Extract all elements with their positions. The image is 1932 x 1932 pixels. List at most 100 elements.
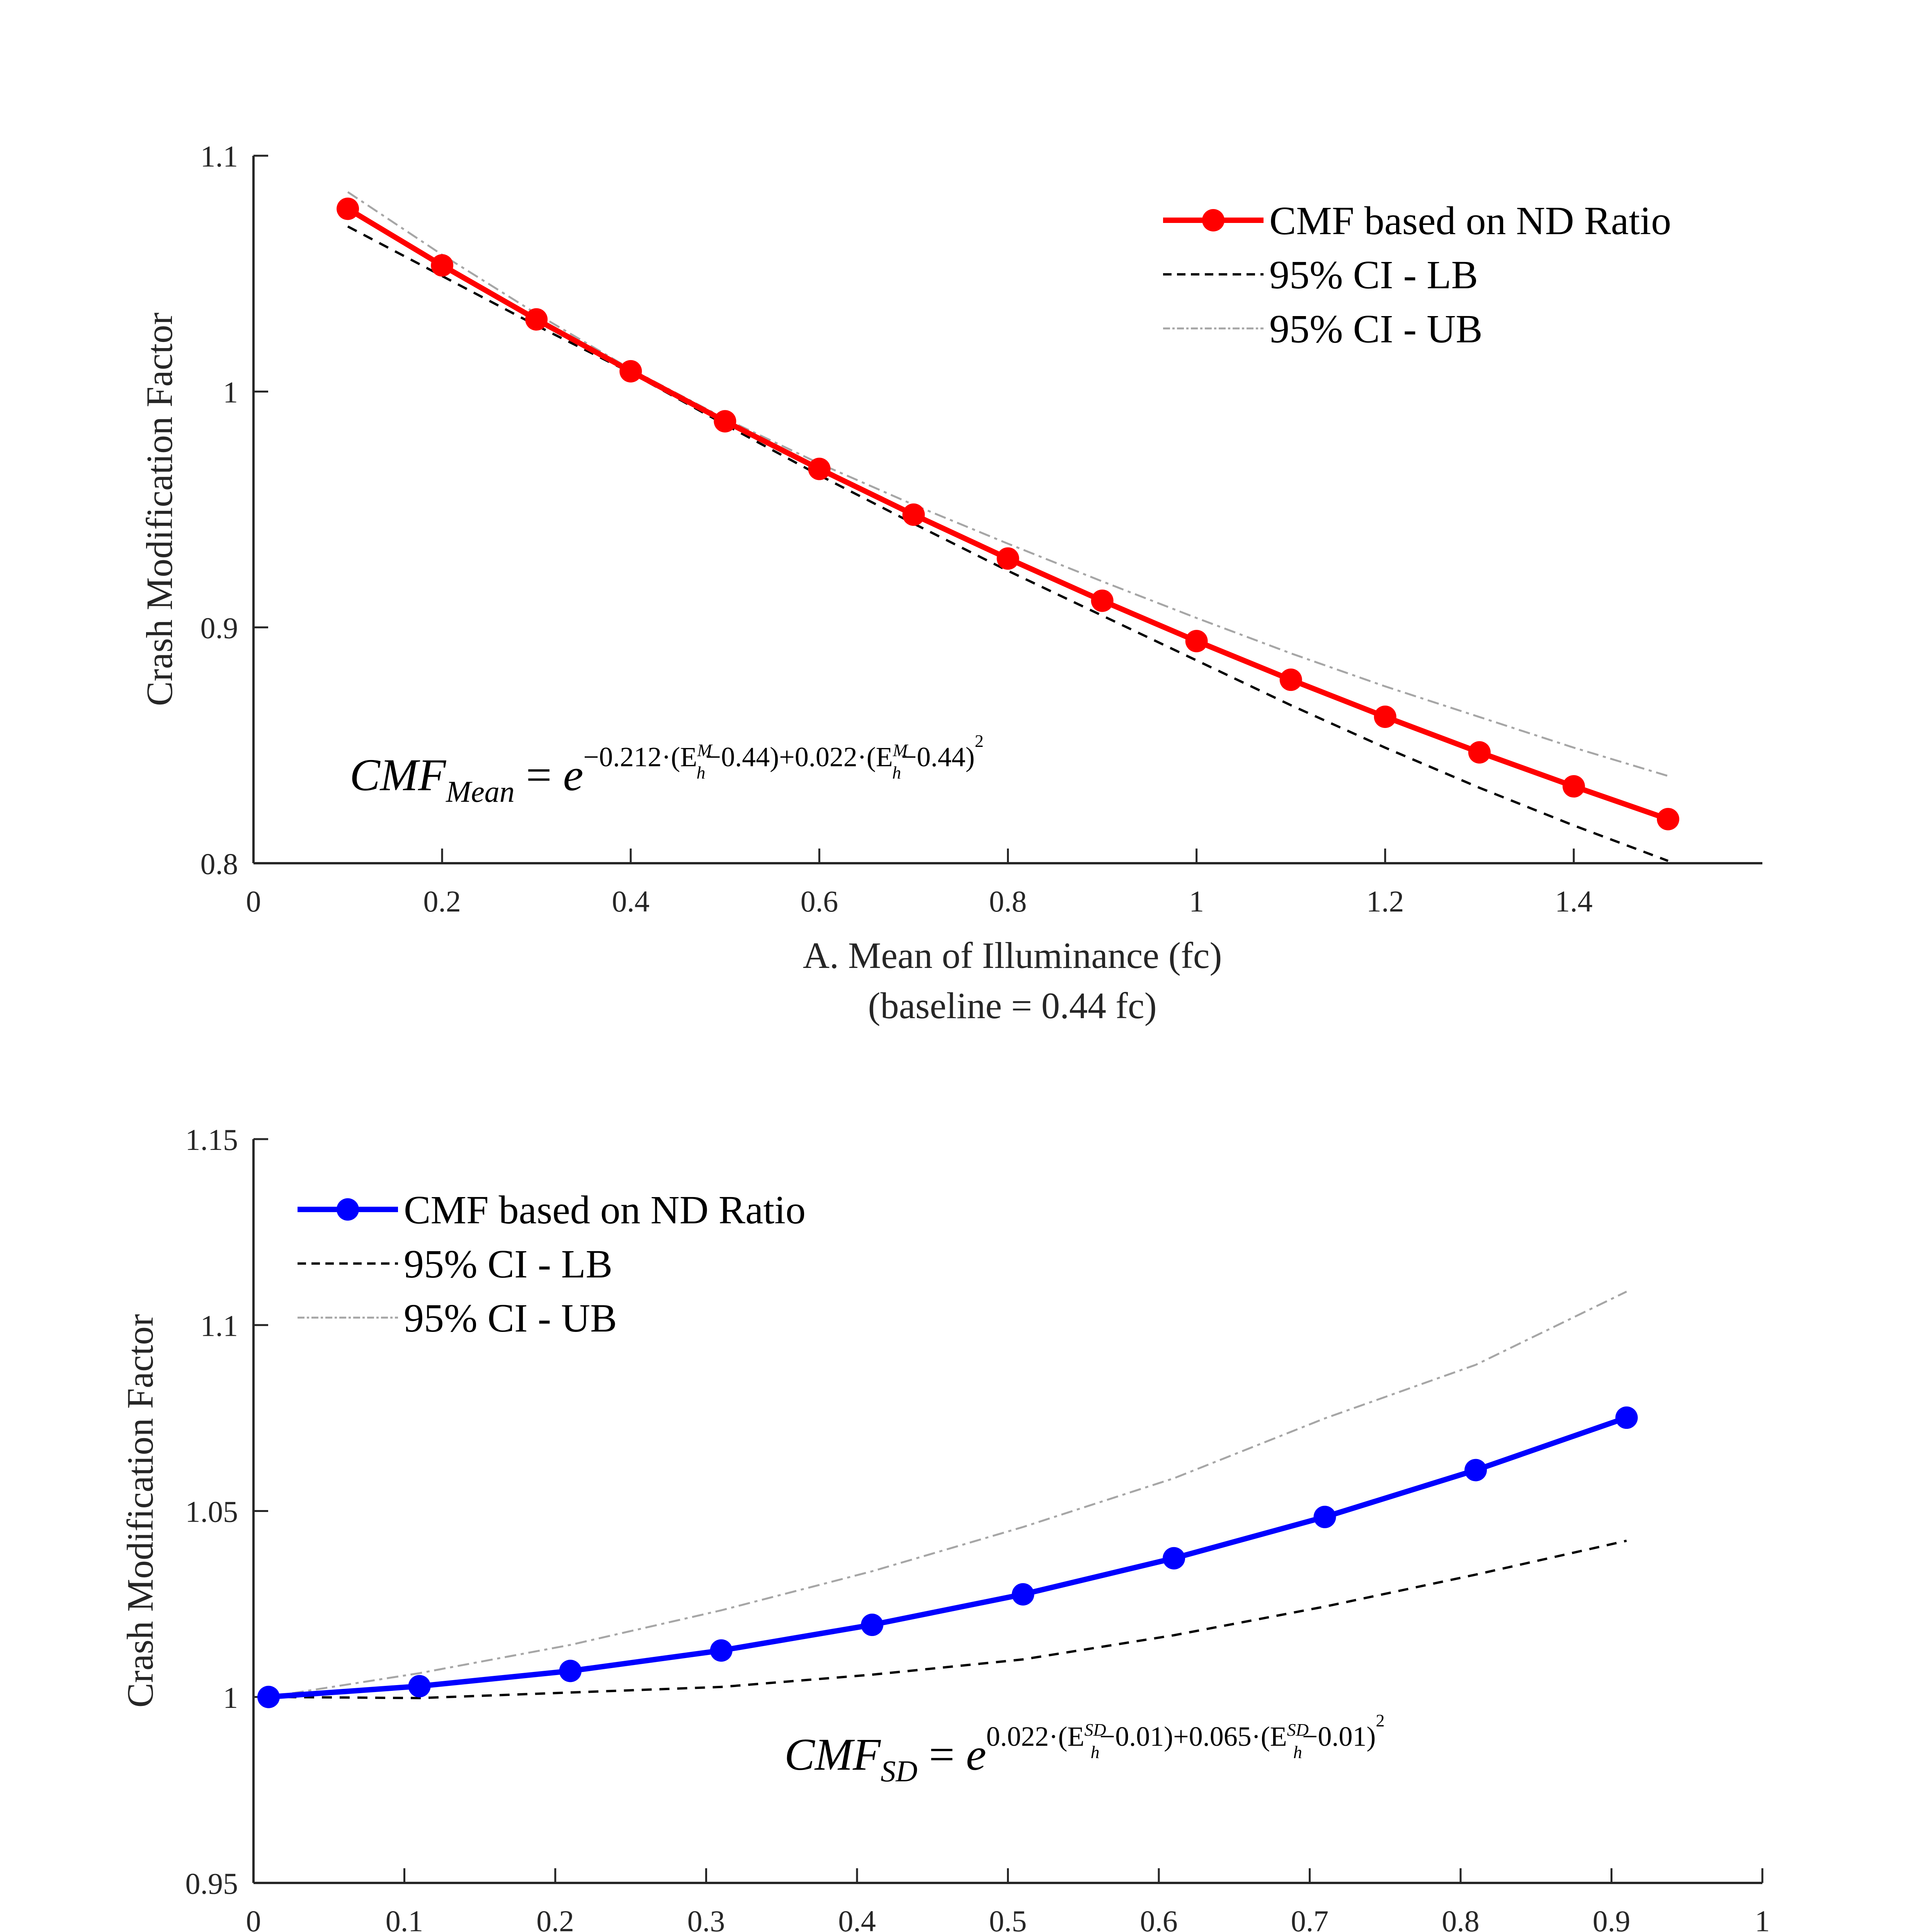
panel-b-cmf-marker bbox=[861, 1614, 884, 1636]
panel-a-x-tick-label: 0 bbox=[246, 884, 261, 918]
panel-b-x-tick-label: 0 bbox=[246, 1904, 261, 1932]
equation-var-superscript-2: SD bbox=[1287, 1720, 1309, 1740]
panel-a-series-cmf bbox=[337, 197, 1679, 830]
panel-a-y-ticks: 0.8 0.9 1 1.1 bbox=[201, 139, 268, 881]
panel-b-cmf-marker bbox=[408, 1675, 431, 1697]
panel-a-cmf-marker bbox=[1091, 589, 1114, 612]
panel-a-legend: CMF based on ND Ratio 95% CI - LB 95% CI -… bbox=[1163, 199, 1671, 351]
panel-a-cmf-marker bbox=[902, 503, 925, 526]
panel-a-legend-label: CMF based on ND Ratio bbox=[1269, 199, 1671, 243]
equation-var-subscript-2: h bbox=[1293, 1742, 1302, 1762]
panel-a-legend-label: 95% CI - UB bbox=[1269, 307, 1483, 351]
panel-a-series bbox=[337, 191, 1679, 862]
panel-b-equation: CMFSD = e0.022·(ESD h−0.01)+0.065·(ESD h−0… bbox=[784, 1711, 1385, 1788]
panel-a-legend-item: CMF based on ND Ratio bbox=[1163, 199, 1671, 243]
panel-b-equation-text: CMFSD = e0.022·(ESD h−0.01)+0.065·(ESD h−0… bbox=[784, 1711, 1385, 1788]
panel-a-cmf-marker bbox=[1656, 808, 1679, 830]
panel-b-x-tick-label: 0.5 bbox=[989, 1904, 1027, 1932]
equation-term1-tail: −0.44)+0.022·(E bbox=[706, 742, 893, 772]
panel-b-legend-item: 95% CI - UB bbox=[298, 1296, 617, 1340]
panel-a-x-tick-label: 0.8 bbox=[989, 884, 1027, 918]
panel-a-cmf-marker bbox=[714, 410, 736, 433]
panel-b-x-tick-label: 0.2 bbox=[536, 1904, 574, 1932]
equation-exponent-coef1: −0.212·(E bbox=[583, 742, 697, 772]
panel-a-cmf-marker bbox=[1562, 775, 1585, 798]
panel-a-x-axis-title: A. Mean of Illuminance (fc) bbox=[803, 935, 1222, 976]
equation-power: 2 bbox=[1376, 1711, 1385, 1730]
panel-b-series-ci-lb bbox=[268, 1539, 1627, 1699]
panel-b-x-ticks: 0 0.1 0.2 0.3 0.4 0.5 0.6 0.7 0.8 0.9 1 bbox=[246, 1868, 1770, 1932]
panel-b-legend-label: 95% CI - LB bbox=[404, 1242, 612, 1286]
equation-power: 2 bbox=[975, 731, 984, 751]
panel-b-x-axis-title: B. Standard Deviation of Illuminance bbox=[734, 1926, 1291, 1932]
equation-base: e bbox=[966, 1729, 986, 1780]
panel-b-legend-marker bbox=[337, 1198, 359, 1221]
equation-var-subscript: h bbox=[1091, 1742, 1100, 1762]
panel-b-legend-label: CMF based on ND Ratio bbox=[404, 1188, 806, 1232]
panel-b-y-tick-label: 1 bbox=[223, 1681, 238, 1714]
panel-b-x-tick-label: 0.8 bbox=[1442, 1904, 1480, 1932]
panel-b-y-ticks: 0.95 1 1.05 1.1 1.15 bbox=[185, 1123, 268, 1900]
panel-b-y-tick-label: 1.1 bbox=[201, 1309, 238, 1342]
panel-b-legend-item: CMF based on ND Ratio bbox=[298, 1188, 806, 1232]
panel-b-series bbox=[257, 1291, 1638, 1708]
panel-a-x-tick-label: 1 bbox=[1189, 884, 1204, 918]
panel-b-y-axis-title: Crash Modification Factor bbox=[119, 1314, 161, 1708]
panel-a-mean-illuminance: 0 0.2 0.4 0.6 0.8 1 1.2 1.4 0.8 0.9 1 1.1 A. Mean … bbox=[139, 139, 1762, 1026]
panel-a-y-tick-label: 1 bbox=[223, 375, 238, 409]
panel-a-equation: CMFMean = e−0.212·(EM h−0.44)+0.022·(EM h−… bbox=[350, 731, 984, 808]
panel-b-series-ci-ub bbox=[268, 1291, 1627, 1698]
panel-b-ci-ub-line bbox=[268, 1291, 1627, 1698]
panel-b-x-tick-label: 0.7 bbox=[1291, 1904, 1329, 1932]
panel-b-cmf-marker bbox=[1313, 1505, 1336, 1528]
panel-a-x-axis-subtitle: (baseline = 0.44 fc) bbox=[868, 985, 1156, 1026]
equation-var-superscript-2: M bbox=[893, 740, 909, 760]
equation-term2-tail: −0.01) bbox=[1302, 1721, 1376, 1752]
panel-a-x-tick-label: 1.4 bbox=[1555, 884, 1593, 918]
panel-b-cmf-marker bbox=[1012, 1583, 1034, 1606]
panel-a-ci-ub-line bbox=[347, 191, 1668, 777]
equation-term1-tail: −0.01)+0.065·(E bbox=[1100, 1721, 1287, 1752]
panel-a-cmf-marker bbox=[1374, 705, 1396, 728]
equation-lhs-subscript: Mean bbox=[446, 775, 515, 808]
panel-a-x-ticks: 0 0.2 0.4 0.6 0.8 1 1.2 1.4 bbox=[246, 849, 1593, 918]
equation-var-subscript-2: h bbox=[892, 763, 901, 782]
panel-a-cmf-marker bbox=[1279, 668, 1302, 691]
panel-a-series-ci-ub bbox=[347, 191, 1668, 777]
panel-b-legend: CMF based on ND Ratio 95% CI - LB 95% CI -… bbox=[298, 1188, 806, 1340]
panel-a-legend-label: 95% CI - LB bbox=[1269, 253, 1478, 297]
equation-lhs-subscript: SD bbox=[881, 1754, 917, 1788]
panel-a-cmf-marker bbox=[619, 360, 642, 383]
equation-equals: = bbox=[917, 1729, 966, 1780]
panel-b-legend-item: 95% CI - LB bbox=[298, 1242, 612, 1286]
panel-a-y-axis-title: Crash Modification Factor bbox=[139, 313, 180, 706]
panel-b-ci-lb-line bbox=[268, 1539, 1627, 1699]
panel-a-x-tick-label: 0.6 bbox=[801, 884, 838, 918]
panel-b-y-tick-label: 1.15 bbox=[185, 1123, 238, 1156]
panel-a-cmf-marker bbox=[431, 254, 454, 277]
panel-b-y-tick-label: 0.95 bbox=[185, 1867, 238, 1900]
panel-a-cmf-marker bbox=[997, 547, 1019, 570]
equation-equals: = bbox=[515, 750, 563, 800]
panel-b-cmf-marker bbox=[257, 1685, 280, 1708]
panel-b-x-tick-label: 0.4 bbox=[838, 1904, 876, 1932]
panel-b-x-tick-label: 0.1 bbox=[386, 1904, 423, 1932]
panel-a-x-tick-label: 0.4 bbox=[612, 884, 650, 918]
panel-a-ci-lb-line bbox=[347, 225, 1668, 862]
panel-a-cmf-marker bbox=[1185, 630, 1208, 653]
equation-base: e bbox=[563, 750, 583, 800]
panel-b-legend-label: 95% CI - UB bbox=[404, 1296, 617, 1340]
equation-var-superscript: SD bbox=[1084, 1720, 1106, 1740]
equation-lhs: CMF bbox=[350, 750, 447, 800]
panel-b-sd-illuminance: 0 0.1 0.2 0.3 0.4 0.5 0.6 0.7 0.8 0.9 1 0.95 1 1.05 1… bbox=[119, 1123, 1770, 1932]
panel-a-legend-item: 95% CI - UB bbox=[1163, 307, 1483, 351]
equation-term2-tail: −0.44) bbox=[901, 742, 975, 772]
panel-a-cmf-marker bbox=[808, 457, 831, 480]
panel-a-cmf-marker bbox=[337, 197, 359, 220]
panel-a-cmf-marker bbox=[525, 308, 548, 331]
panel-b-x-tick-label: 0.9 bbox=[1593, 1904, 1631, 1932]
panel-b-cmf-marker bbox=[559, 1660, 582, 1682]
panel-a-cmf-marker bbox=[1468, 741, 1491, 764]
